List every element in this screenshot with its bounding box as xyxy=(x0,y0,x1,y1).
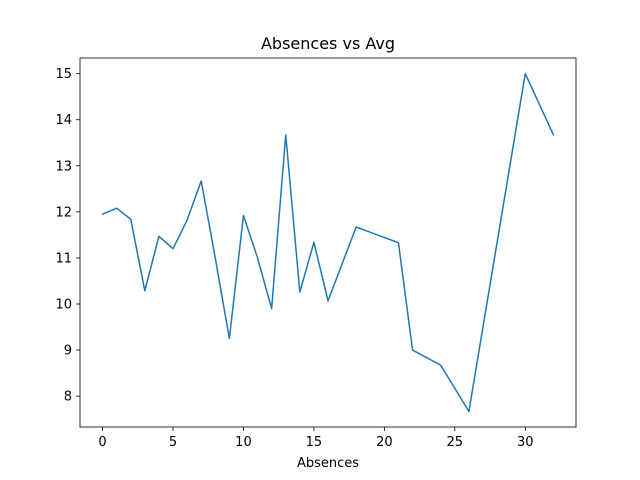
y-tick-label: 12 xyxy=(55,205,72,220)
series-line-0 xyxy=(101,72,555,413)
y-tick-label: 13 xyxy=(55,159,72,174)
x-tick-label: 10 xyxy=(235,435,252,450)
y-tick-label: 10 xyxy=(55,298,72,313)
x-tick-label: 5 xyxy=(169,435,177,450)
x-tick-label: 15 xyxy=(306,435,323,450)
y-tick-label: 11 xyxy=(55,251,72,266)
x-tick-label: 30 xyxy=(517,435,534,450)
plot-area: 0 5 10 15 20 25 30 8 9 10 11 12 13 14 15 xyxy=(55,57,577,450)
y-tick-label: 15 xyxy=(55,67,72,82)
y-tick-label: 8 xyxy=(64,390,72,405)
x-tick-label: 20 xyxy=(376,435,393,450)
x-tick-label: 0 xyxy=(98,435,106,450)
x-tick-label: 25 xyxy=(447,435,464,450)
axes-frame xyxy=(79,57,577,428)
y-tick-label: 9 xyxy=(64,344,72,359)
x-axis-label: Absences xyxy=(297,456,359,471)
chart-title: Absences vs Avg xyxy=(261,34,395,53)
y-tick-label: 14 xyxy=(55,113,72,128)
